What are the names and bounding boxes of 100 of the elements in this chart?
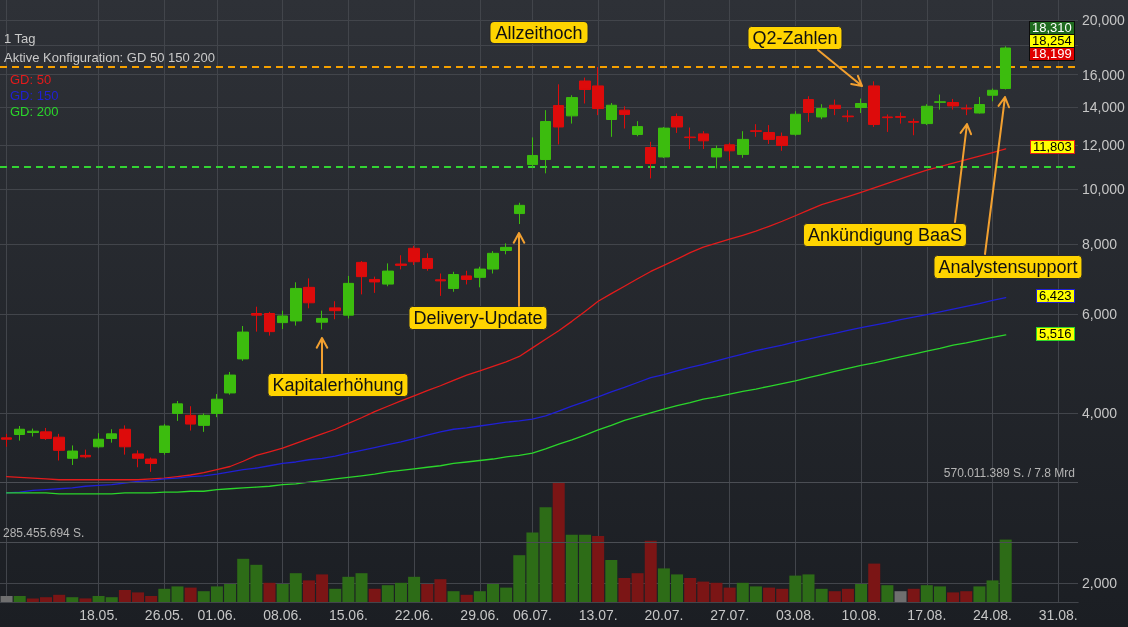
candlestick [671,113,683,134]
annotation: Q2-Zahlen [747,26,843,50]
bar [66,597,79,602]
bar [605,560,618,602]
bar [368,588,381,602]
candlestick [316,310,328,330]
candlestick [185,405,196,432]
x-tick-label: 20.07. [644,607,684,623]
candlestick [1,433,12,448]
candlestick [790,110,801,137]
candlestick [448,271,459,293]
y-tick-label: 6,000 [1082,306,1118,323]
candlestick [198,412,210,433]
candlestick [934,94,946,111]
text: GD: 150 [10,88,59,103]
ref-line-label: 570.011.389 S. / 7.8 Mrd [943,466,1075,480]
candlestick [987,88,998,102]
candlestick [619,105,630,129]
candlestick [566,94,578,125]
candlestick [737,130,749,159]
candlestick [855,98,867,114]
candlestick [868,80,880,128]
candlestick [80,449,91,459]
candlestick [895,111,906,125]
bar [355,573,368,602]
ref-line-label: Allzeithoch [495,22,583,43]
x-tick-label: 15.06. [328,607,368,623]
annotation: 5,516 [1036,326,1075,341]
candlestick [711,144,722,169]
x-tick-label: 26.05. [144,607,184,623]
candlestick [974,96,985,115]
candlestick [1000,45,1011,90]
text: GD: 50 [10,72,52,87]
x-tick-label: 10.08. [841,607,881,623]
candlestick [500,242,512,255]
candlestick [422,252,433,272]
candlestick [211,393,223,418]
candlestick [106,428,117,444]
candlestick [882,113,893,133]
bar [723,587,736,602]
x-tick-label: 24.08. [973,607,1013,623]
candlestick [724,142,735,162]
bar [263,582,276,602]
x-tick-label: 13.07. [578,607,618,623]
candlestick [343,275,354,319]
candlestick [816,103,827,120]
x-tick-label: 29.06. [460,607,500,623]
bar [868,563,881,602]
candlestick [435,273,446,297]
y-tick-label: 12,000 [1082,136,1126,153]
annotation: 18,254 [1029,33,1075,48]
annotation: 11,803 [1030,139,1075,154]
annotation: Ankündigung BaaS [802,223,968,247]
candlestick [540,109,551,174]
candlestick [908,118,919,136]
x-tick-label: 27.07. [710,607,750,623]
y-tick-label: 2,000 [1082,574,1118,591]
annotation: 18,310 [1029,20,1075,35]
candlestick [382,262,394,287]
bar [881,585,894,602]
ref-line-label: 285.455.694 S. [3,526,85,540]
candlestick [159,423,170,456]
candlestick [27,428,39,438]
x-tick-label: 22.06. [394,607,434,623]
bar [79,598,92,602]
candlestick [553,83,564,145]
x-tick-label: 06.07. [512,607,552,623]
candlestick [224,371,236,396]
candlestick [329,300,341,320]
annotation: Analystensupport [933,255,1083,279]
candlestick [408,245,420,266]
bar [552,482,565,602]
candlestick [395,254,407,270]
bar [460,594,473,602]
x-tick-label: 31.08. [1038,607,1078,623]
candlestick [750,123,762,138]
x-tick-label: 08.06. [263,607,303,623]
candlestick [606,102,617,138]
candlestick [461,270,472,285]
candlestick [172,400,183,422]
y-tick-label: 16,000 [1082,66,1126,83]
x-tick-label: 18.05. [79,607,119,623]
bar [184,587,197,602]
bar [894,591,907,602]
x-tick-label: 17.08. [907,607,947,623]
candlestick [829,99,841,116]
candlestick [237,325,249,362]
bar [855,584,868,602]
candlestick [698,130,709,150]
y-tick-label: 14,000 [1082,99,1126,116]
candlestick [921,103,933,126]
candlestick [514,202,525,225]
candlestick [369,276,380,294]
candlestick [119,424,131,456]
annotation: Kapitalerhöhung [267,373,409,397]
candlestick [961,104,972,116]
candlestick [290,281,302,327]
candlestick [303,277,315,309]
y-tick-label: 4,000 [1082,405,1118,422]
x-tick-label: 01.06. [197,607,237,623]
